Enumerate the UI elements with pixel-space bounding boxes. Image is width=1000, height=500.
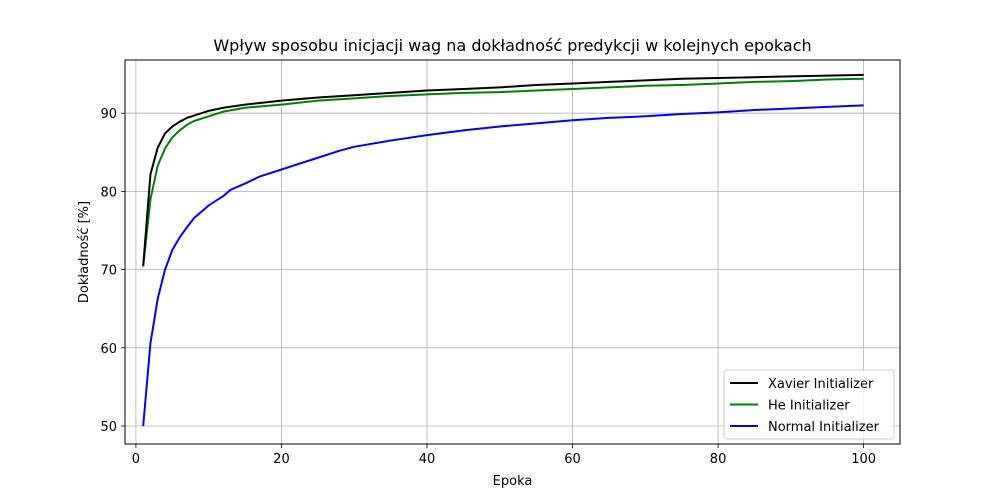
x-tick-label: 0 bbox=[132, 452, 140, 467]
grid bbox=[125, 60, 900, 444]
x-axis-label: Epoka bbox=[493, 474, 533, 489]
y-tick-label: 60 bbox=[100, 342, 117, 357]
legend-box bbox=[723, 369, 895, 440]
y-tick-label: 90 bbox=[100, 107, 117, 122]
y-tick-label: 70 bbox=[100, 264, 117, 279]
x-tick-label: 80 bbox=[710, 452, 727, 467]
series-line-normal-initializer bbox=[142, 104, 864, 427]
y-tick-label: 50 bbox=[100, 420, 117, 435]
chart-title: Wpływ sposobu inicjacji wag na dokładnoś… bbox=[213, 36, 811, 55]
x-tick-label: 40 bbox=[419, 452, 436, 467]
y-axis-label: Dokładność [%] bbox=[77, 201, 92, 303]
series-line-xavier-initializer bbox=[142, 73, 864, 266]
x-tick-label: 20 bbox=[273, 452, 290, 467]
x-tick-label: 60 bbox=[564, 452, 581, 467]
legend-label: Normal Initializer bbox=[768, 420, 880, 435]
plot-frame bbox=[124, 59, 901, 445]
x-tick-label: 100 bbox=[851, 452, 876, 467]
legend-label: He Initializer bbox=[768, 399, 850, 414]
series-line-he-initializer bbox=[142, 77, 864, 267]
legend: Xavier Initializer He Initializer Normal I… bbox=[723, 369, 895, 440]
legend-label: Xavier Initializer bbox=[768, 377, 874, 392]
y-tick-label: 80 bbox=[100, 185, 117, 200]
axis-ticks: 0 20 40 60 80 100 50 60 70 80 90 bbox=[100, 107, 876, 467]
series-layer bbox=[142, 73, 864, 427]
